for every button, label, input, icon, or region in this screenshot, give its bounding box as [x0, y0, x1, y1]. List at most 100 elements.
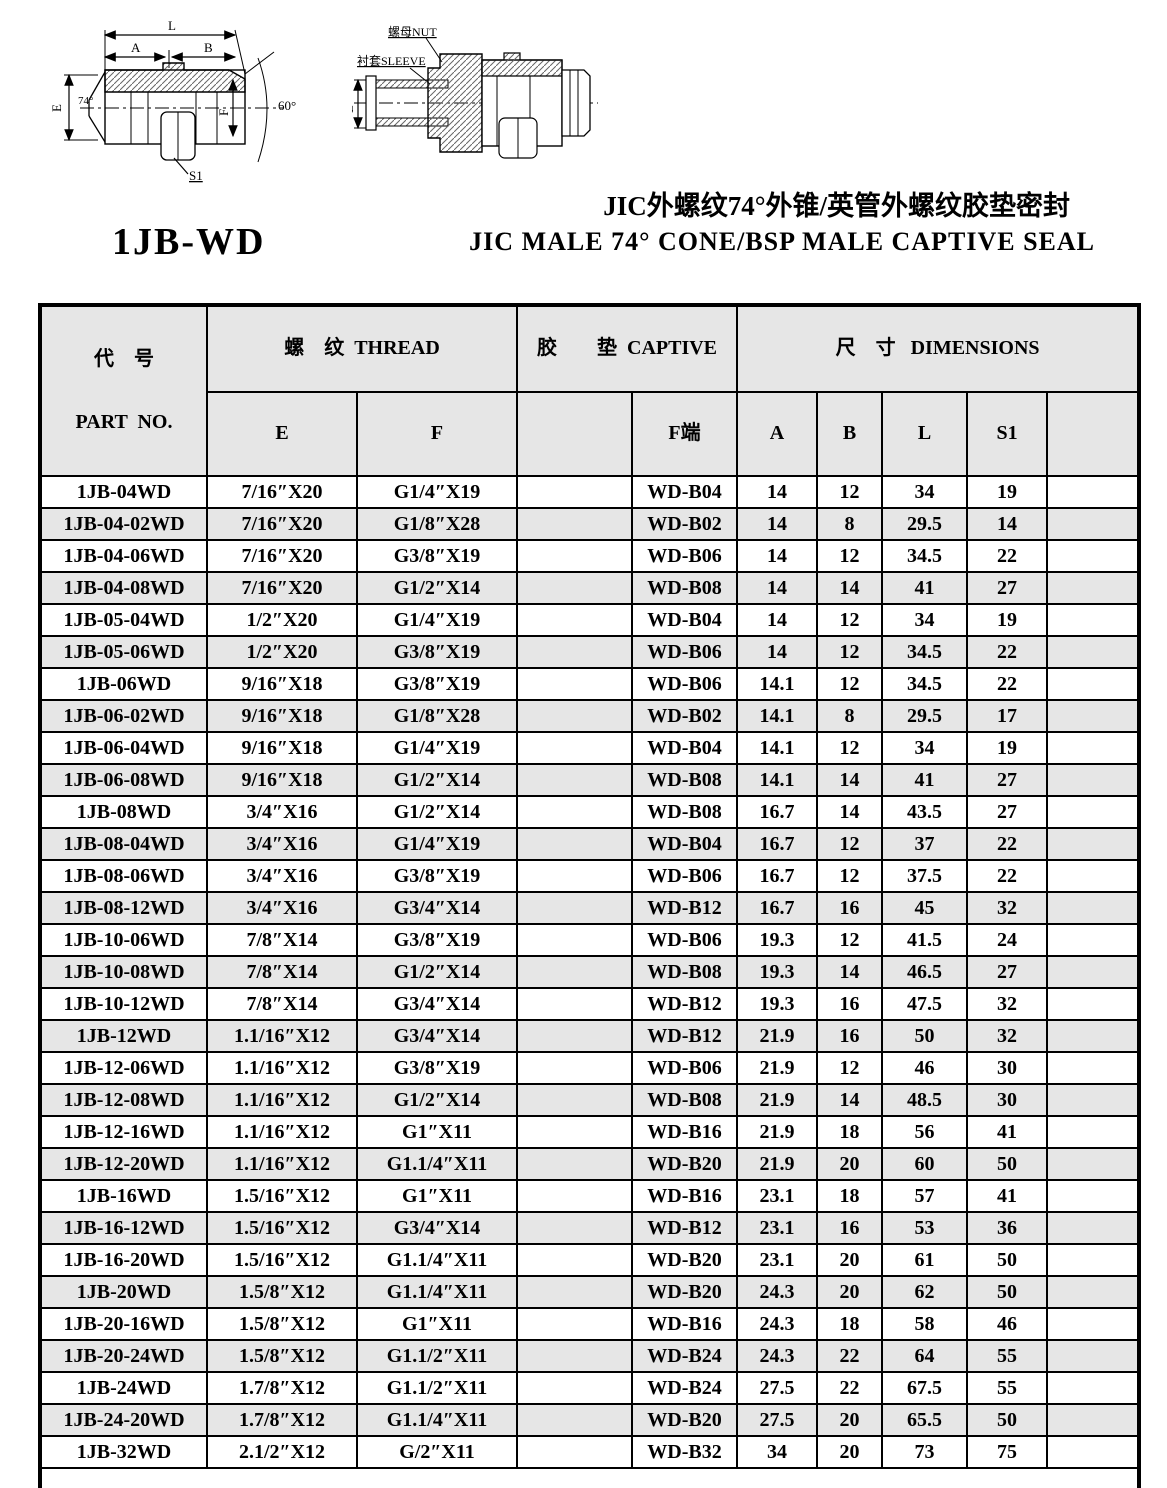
- table-cell: WD-B02: [631, 507, 739, 541]
- table-cell: 3/4″X16: [206, 891, 358, 925]
- table-cell: 22: [966, 859, 1049, 893]
- table-cell: 1JB-08-04WD: [39, 827, 208, 861]
- table-row: 1JB-10-06WD 7/8″X14 G3/8″X19 WD-B06 19.3 12 41…: [39, 923, 1141, 957]
- table-cell: 12: [816, 923, 884, 957]
- table-cell: 1JB-24WD: [39, 1371, 208, 1405]
- table-cell: 34: [881, 731, 969, 765]
- table-cell: 1JB-12WD: [39, 1019, 208, 1053]
- table-cell: 16.7: [736, 795, 819, 829]
- table-cell: 1/2″X20: [206, 635, 358, 669]
- assembly-drawing: 螺母NUT 衬套SLEEVE D: [352, 18, 602, 183]
- table-cell: 16: [816, 987, 884, 1021]
- table-cell: 19: [966, 603, 1049, 637]
- table-cell: 1JB-06WD: [39, 667, 208, 701]
- table-cell: [1046, 1115, 1141, 1149]
- table-cell: 14.1: [736, 763, 819, 797]
- table-cell: 30: [966, 1051, 1049, 1085]
- table-cell: WD-B06: [631, 923, 739, 957]
- table-cell: [1046, 699, 1141, 733]
- table-cell: 41: [881, 763, 969, 797]
- table-row: 1JB-04-06WD 7/16″X20 G3/8″X19 WD-B06 14 12 34.…: [39, 539, 1141, 573]
- table-cell: 22: [966, 667, 1049, 701]
- table-cell: [1046, 667, 1141, 701]
- table-row: 1JB-10-08WD 7/8″X14 G1/2″X14 WD-B08 19.3 14 46…: [39, 955, 1141, 989]
- table-cell: 14: [736, 507, 819, 541]
- table-cell: 37: [881, 827, 969, 861]
- table-cell: 75: [966, 1435, 1049, 1469]
- table-cell: 27: [966, 955, 1049, 989]
- table-row: 1JB-06-02WD 9/16″X18 G1/8″X28 WD-B02 14.1 8 29…: [39, 699, 1141, 733]
- table-cell: [516, 763, 634, 797]
- table-cell: 21.9: [736, 1051, 819, 1085]
- table-cell: 14: [736, 603, 819, 637]
- table-cell: 14: [736, 635, 819, 669]
- table-cell: G/2″X11: [355, 1435, 519, 1469]
- table-cell: 62: [881, 1275, 969, 1309]
- table-row: 1JB-12-08WD 1.1/16″X12 G1/2″X14 WD-B08 21.9 1…: [39, 1083, 1141, 1117]
- table-cell: [1046, 827, 1141, 861]
- table-cell: [1046, 539, 1141, 573]
- table-cell: [516, 1147, 634, 1181]
- table-cell: [1046, 1083, 1141, 1117]
- table-cell: 1.5/16″X12: [206, 1179, 358, 1213]
- table-cell: [516, 1083, 634, 1117]
- table-cell: 45: [881, 891, 969, 925]
- table-cell: WD-B08: [631, 795, 739, 829]
- table-cell: 41: [881, 571, 969, 605]
- table-cell: 50: [966, 1243, 1049, 1277]
- table-row: 1JB-20-24WD 1.5/8″X12 G1.1/2″X11 WD-B24 24.3…: [39, 1339, 1141, 1373]
- table-cell: 32: [966, 891, 1049, 925]
- table-cell: 16: [816, 1019, 884, 1053]
- table-cell: 7/16″X20: [206, 475, 358, 509]
- table-cell: 2.1/2″X12: [206, 1435, 358, 1469]
- table-cell: 1JB-24-20WD: [39, 1403, 208, 1437]
- table-cell: 1JB-05-04WD: [39, 603, 208, 637]
- table-cell: WD-B02: [631, 699, 739, 733]
- table-cell: 34: [736, 1435, 819, 1469]
- table-cell: 12: [816, 827, 884, 861]
- table-cell: 9/16″X18: [206, 731, 358, 765]
- table-cell: G3/8″X19: [355, 923, 519, 957]
- table-cell: 47.5: [881, 987, 969, 1021]
- table-cell: 14: [966, 507, 1049, 541]
- table-cell: WD-B20: [631, 1243, 739, 1277]
- table-cell: 1.7/8″X12: [206, 1403, 358, 1437]
- table-cell: [1046, 987, 1141, 1021]
- table-cell: WD-B06: [631, 667, 739, 701]
- table-cell: 64: [881, 1339, 969, 1373]
- table-row: 1JB-04-08WD 7/16″X20 G1/2″X14 WD-B08 14 14 41 2…: [39, 571, 1141, 605]
- table-cell: 1JB-04-08WD: [39, 571, 208, 605]
- table-cell: 19: [966, 731, 1049, 765]
- table-cell: 20: [816, 1435, 884, 1469]
- jic-adapter-drawing: L A B 74° E: [36, 12, 346, 202]
- table-cell: [516, 667, 634, 701]
- table-cell: 1JB-16-12WD: [39, 1211, 208, 1245]
- table-cell: 20: [816, 1243, 884, 1277]
- table-cell: 23.1: [736, 1179, 819, 1213]
- table-cell: 14: [816, 795, 884, 829]
- table-cell: 57: [881, 1179, 969, 1213]
- table-cell: 12: [816, 635, 884, 669]
- table-cell: 46: [966, 1307, 1049, 1341]
- table-cell: G1.1/4″X11: [355, 1243, 519, 1277]
- table-cell: 14: [736, 571, 819, 605]
- table-cell: 61: [881, 1243, 969, 1277]
- table-cell: [516, 1019, 634, 1053]
- table-cell: [516, 603, 634, 637]
- model-number: 1JB-WD: [112, 221, 266, 263]
- table-cell: 50: [966, 1403, 1049, 1437]
- table-cell: [516, 1211, 634, 1245]
- table-cell: [516, 1371, 634, 1405]
- table-cell: G1.1/4″X11: [355, 1147, 519, 1181]
- table-cell: G1/4″X19: [355, 731, 519, 765]
- table-row: 1JB-10-12WD 7/8″X14 G3/4″X14 WD-B12 19.3 16 47…: [39, 987, 1141, 1021]
- dim-label-a: A: [131, 40, 141, 55]
- col-header-b: B: [816, 390, 884, 478]
- table-cell: G1″X11: [355, 1179, 519, 1213]
- table-cell: 9/16″X18: [206, 699, 358, 733]
- table-cell: 9/16″X18: [206, 667, 358, 701]
- table-cell: G1/2″X14: [355, 955, 519, 989]
- table-cell: [516, 475, 634, 509]
- table-cell: G1.1/4″X11: [355, 1403, 519, 1437]
- table-cell: 1.1/16″X12: [206, 1051, 358, 1085]
